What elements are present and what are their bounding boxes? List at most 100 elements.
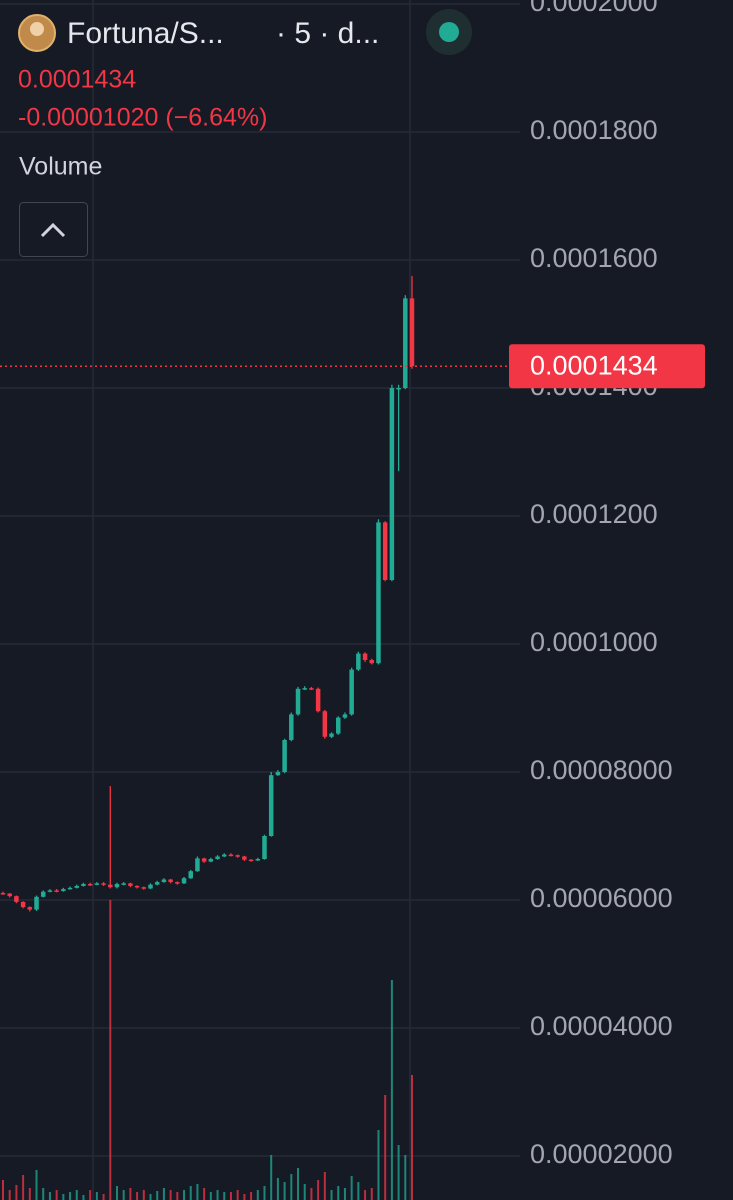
candles — [0, 276, 415, 912]
volume-bar — [156, 1191, 159, 1200]
volume-bars — [2, 900, 413, 1200]
volume-bar — [223, 1192, 226, 1200]
candle-body — [228, 854, 234, 857]
volume-bar — [162, 1188, 165, 1200]
volume-bar — [250, 1192, 253, 1200]
candle-body — [215, 856, 220, 860]
volume-bar — [102, 1194, 105, 1200]
volume-bar — [343, 1188, 346, 1200]
candle-body — [403, 298, 408, 388]
candle-body — [148, 884, 153, 889]
volume-bar — [397, 1145, 400, 1200]
candle-body — [376, 522, 381, 664]
chevron-icon — [40, 222, 66, 238]
interval[interactable]: · 5 · d... — [276, 17, 379, 50]
candle-body — [362, 653, 368, 660]
candle-body — [201, 858, 207, 862]
volume-bar — [89, 1190, 92, 1200]
volume-bar — [229, 1192, 232, 1200]
candle-body — [54, 890, 59, 892]
volume-bar — [283, 1182, 286, 1200]
volume-bar — [22, 1175, 25, 1200]
y-tick-label: 0.0001000 — [530, 627, 658, 657]
volume-bar — [303, 1184, 306, 1200]
candle-body — [188, 871, 193, 879]
candle-body — [34, 896, 39, 910]
volume-bar — [75, 1190, 78, 1200]
avatar-face — [30, 22, 44, 36]
volume-bar — [364, 1190, 367, 1200]
candle-body — [87, 884, 93, 886]
volume-bar — [136, 1192, 139, 1200]
grid: 0.00002000 0.00004000 0.00006000 0.00008000… — [0, 0, 673, 1169]
volume-bar — [243, 1194, 246, 1200]
volume-bar — [42, 1188, 45, 1200]
candle-body — [262, 836, 267, 860]
volume-bar — [330, 1190, 333, 1200]
volume-bar — [48, 1192, 51, 1200]
volume-bar — [411, 1075, 413, 1200]
volume-bar — [169, 1190, 172, 1200]
y-tick-label: 0.00008000 — [530, 755, 673, 785]
y-tick-label: 0.00006000 — [530, 883, 673, 913]
candle-body — [74, 885, 80, 888]
candle-body — [248, 859, 254, 862]
candle-body — [342, 714, 348, 718]
candle-body — [47, 890, 53, 892]
volume-bar — [69, 1192, 72, 1200]
symbol[interactable]: Fortuna/S... — [67, 17, 224, 50]
volume-bar — [350, 1176, 353, 1200]
volume-bar — [276, 1178, 279, 1200]
volume-bar — [115, 1186, 118, 1200]
volume-bar — [62, 1194, 65, 1200]
volume-bar — [209, 1192, 212, 1200]
y-tick-label: 0.0001200 — [530, 499, 658, 529]
candle-body — [27, 907, 33, 910]
volume-bar — [216, 1190, 219, 1200]
candle-body — [329, 733, 334, 737]
candle-body — [335, 717, 341, 734]
candle-body — [181, 878, 187, 884]
y-tick-label: 0.0002000 — [530, 0, 658, 17]
volume-bar — [8, 1190, 11, 1200]
candle-body — [161, 879, 167, 883]
volume-bar — [109, 900, 112, 1200]
candle-body — [7, 893, 12, 897]
volume-bar — [28, 1188, 31, 1200]
candle-body — [108, 884, 113, 888]
volume-bar — [390, 980, 393, 1200]
y-tick-label: 0.0001800 — [530, 115, 658, 145]
candle-body — [20, 901, 26, 908]
volume-bar — [142, 1190, 145, 1200]
volume-bar — [370, 1188, 373, 1200]
candle-body — [302, 688, 307, 690]
candle-body — [369, 660, 375, 664]
volume-bar — [270, 1155, 273, 1200]
volume-bar — [323, 1172, 326, 1200]
overlay: 0.0001434 — [0, 344, 705, 389]
volume-bar — [189, 1186, 192, 1200]
volume-bar — [404, 1155, 407, 1200]
candle-body — [114, 884, 120, 888]
candle-body — [389, 388, 395, 580]
volume-bar — [256, 1190, 259, 1200]
candle-body — [349, 669, 354, 715]
last-price: 0.0001434 — [18, 66, 136, 94]
candle-body — [409, 298, 415, 367]
y-tick-label: 0.00002000 — [530, 1139, 673, 1169]
candle-body — [242, 856, 247, 860]
candle-body — [195, 858, 200, 872]
candle-body — [322, 711, 328, 737]
volume-bar — [203, 1188, 206, 1200]
collapse-button[interactable] — [19, 202, 88, 257]
candle-body — [141, 887, 147, 889]
candle-body — [382, 522, 388, 580]
volume-bar — [95, 1192, 98, 1200]
candle-body — [295, 688, 301, 715]
candle-body — [222, 854, 227, 857]
volume-bar — [15, 1185, 18, 1200]
candle-body — [61, 889, 66, 892]
volume-bar — [35, 1170, 38, 1200]
volume-bar — [337, 1186, 340, 1200]
